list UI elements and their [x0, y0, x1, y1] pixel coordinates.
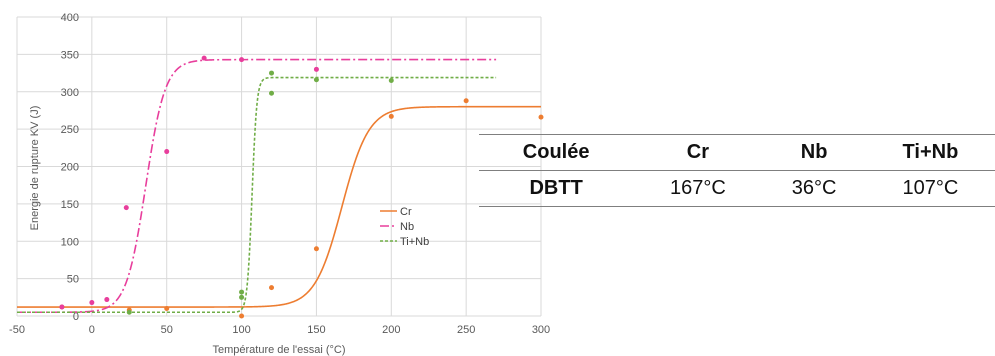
y-tick-label: 100: [61, 236, 79, 248]
chart-legend: Cr Nb Ti+Nb: [380, 206, 429, 248]
header-cr: Cr: [633, 134, 763, 171]
data-point-cr: [313, 246, 319, 252]
x-tick-label: 250: [457, 324, 475, 336]
y-tick-label: 300: [61, 87, 79, 99]
row-label-dbtt: DBTT: [479, 170, 634, 207]
legend-label: Ti+Nb: [400, 236, 429, 248]
data-point-ti-nb: [239, 294, 245, 300]
data-point-cr: [164, 306, 170, 312]
data-point-ti-nb: [313, 77, 319, 83]
data-points: [59, 55, 544, 319]
x-tick-label: 200: [382, 324, 400, 336]
value-tinb: 107°C: [865, 170, 995, 207]
x-tick-label: 300: [532, 324, 550, 336]
y-tick-label: 250: [61, 124, 79, 136]
fit-curves: [17, 58, 541, 314]
data-point-cr: [538, 114, 544, 120]
dbtt-table: Coulée Cr Nb Ti+Nb DBTT 167°C 36°C 107°C: [479, 134, 995, 207]
y-tick-label: 50: [67, 274, 79, 286]
data-point-nb: [59, 304, 65, 310]
x-tick-label: 0: [89, 324, 95, 336]
x-tick-label: -50: [9, 324, 25, 336]
data-point-cr: [269, 285, 275, 291]
value-cr: 167°C: [633, 170, 763, 207]
data-point-ti-nb: [239, 289, 245, 295]
y-tick-label: 0: [73, 311, 79, 323]
legend-label: Nb: [400, 221, 414, 233]
chart-grid: [16, 16, 542, 317]
fit-curve-ti-nb: [17, 76, 497, 314]
tick-labels: -50 0 50 100 150 200 250 300 0 50 100 150 200 250 300 3…: [9, 12, 550, 336]
y-tick-label: 350: [61, 49, 79, 61]
table-row: DBTT 167°C 36°C 107°C: [479, 170, 995, 207]
data-point-nb: [239, 57, 245, 63]
data-point-cr: [388, 113, 394, 119]
table-header-row: Coulée Cr Nb Ti+Nb: [479, 134, 995, 171]
x-axis-title: Température de l'essai (°C): [212, 344, 345, 356]
data-point-ti-nb: [269, 90, 275, 96]
data-point-nb: [89, 300, 95, 306]
data-point-nb: [201, 55, 207, 61]
header-tinb: Ti+Nb: [865, 134, 995, 171]
y-tick-label: 400: [61, 12, 79, 24]
legend-label: Cr: [400, 206, 412, 218]
x-tick-label: 100: [232, 324, 250, 336]
y-tick-label: 150: [61, 199, 79, 211]
value-nb: 36°C: [762, 170, 866, 207]
fit-curve-cr: [17, 105, 541, 308]
data-point-cr: [463, 98, 469, 104]
data-point-nb: [164, 149, 170, 155]
header-nb: Nb: [762, 134, 866, 171]
data-point-ti-nb: [126, 309, 132, 315]
dbtt-chart: -50 0 50 100 150 200 250 300 0 50 100 150 200 250 300 3…: [9, 12, 550, 356]
data-point-nb: [123, 205, 129, 211]
fit-curve-nb: [17, 58, 497, 314]
y-tick-label: 200: [61, 162, 79, 174]
y-axis-title: Energie de rupture KV (J): [29, 106, 41, 231]
data-point-nb: [313, 66, 319, 72]
data-point-ti-nb: [269, 70, 275, 76]
data-point-ti-nb: [388, 78, 394, 84]
x-tick-label: 150: [307, 324, 325, 336]
x-tick-label: 50: [161, 324, 173, 336]
header-coulee: Coulée: [479, 134, 634, 171]
data-point-nb: [104, 297, 110, 303]
data-point-cr: [239, 313, 245, 319]
